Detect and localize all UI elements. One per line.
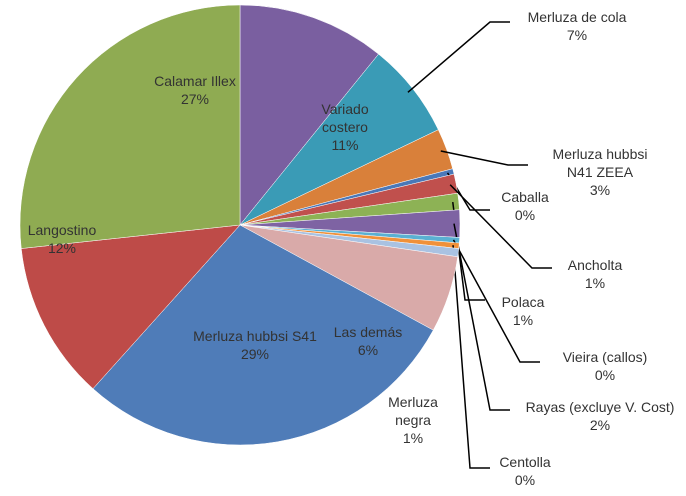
slice-value: 2% — [589, 417, 611, 433]
slice-value: 0% — [514, 472, 536, 488]
leader-line — [440, 150, 528, 166]
slice-name: Langostino — [27, 222, 97, 238]
slice-label: Merluza hubbsi S41 29% — [190, 327, 320, 363]
slice-label: Merluza negra 1% — [378, 393, 448, 447]
slice-value: 1% — [584, 275, 606, 291]
slice-label: Calamar Illex 27% — [120, 72, 270, 108]
slice-value: 11% — [331, 137, 359, 153]
leader-line — [449, 184, 552, 269]
slice-value: 0% — [514, 207, 536, 223]
slice-value: 7% — [566, 27, 588, 43]
slice-value: 6% — [357, 342, 379, 358]
pie-slice — [239, 4, 379, 226]
pie-slice — [92, 224, 434, 446]
slice-label: Ancholta 1% — [555, 256, 635, 292]
slice-label: Las demás 6% — [323, 323, 413, 359]
slice-label: Centolla 0% — [485, 453, 565, 489]
slice-label: Langostino 12% — [7, 221, 117, 257]
slice-name: Merluza hubbsi N41 ZEEA — [552, 146, 648, 180]
slice-name: Centolla — [499, 454, 551, 470]
leader-line — [452, 239, 540, 363]
slice-label: Polaca 1% — [488, 293, 558, 329]
pie-slice — [19, 4, 241, 249]
slice-value: 29% — [240, 346, 270, 362]
slice-label: Caballa 0% — [490, 188, 560, 224]
slice-value: 0% — [594, 367, 616, 383]
pie-slice — [20, 224, 241, 390]
slice-name: Ancholta — [567, 257, 623, 273]
slice-label: Merluza de cola 7% — [502, 8, 652, 44]
slice-name: Variado costero — [321, 101, 369, 135]
slice-value: 1% — [402, 430, 424, 446]
slice-label: Vieira (callos) 0% — [540, 348, 670, 384]
leader-line — [452, 245, 490, 469]
slice-label: Variado costero 11% — [300, 100, 390, 154]
slice-label: Rayas (excluye V. Cost) 2% — [525, 398, 675, 434]
slice-label: Merluza hubbsi N41 ZEEA 3% — [540, 145, 660, 199]
slice-value: 3% — [589, 182, 611, 198]
slice-name: Las demás — [333, 324, 403, 340]
slice-name: Merluza negra — [388, 394, 438, 428]
slice-name: Rayas (excluye V. Cost) — [525, 399, 675, 415]
slice-value: 1% — [512, 312, 534, 328]
slice-name: Merluza de cola — [527, 9, 627, 25]
slice-value: 27% — [180, 91, 210, 107]
leader-line — [453, 223, 510, 411]
slice-name: Calamar Illex — [154, 73, 236, 89]
slice-name: Merluza hubbsi S41 — [193, 328, 317, 344]
slice-value: 12% — [47, 240, 77, 256]
slice-name: Polaca — [501, 294, 545, 310]
slice-name: Vieira (callos) — [562, 349, 648, 365]
leader-line — [407, 21, 510, 93]
slice-name: Caballa — [501, 189, 549, 205]
